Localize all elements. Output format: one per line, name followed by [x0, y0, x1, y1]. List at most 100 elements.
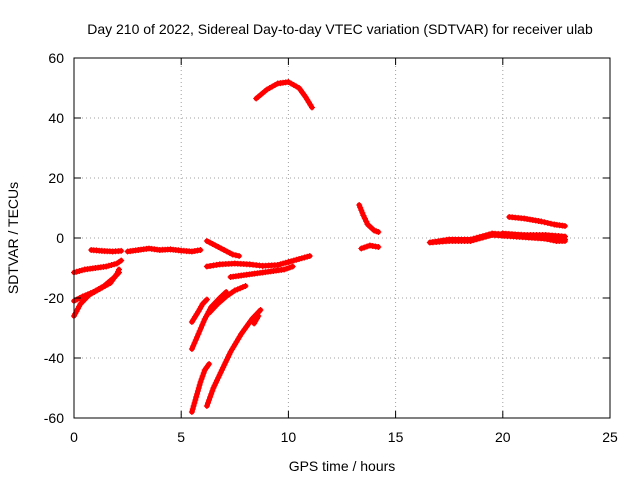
data-point-marker: [188, 346, 195, 352]
data-point-marker: [190, 343, 197, 349]
data-point-marker: [76, 268, 83, 274]
data-point-marker: [301, 254, 308, 261]
data-point-marker: [196, 382, 203, 388]
data-point-marker: [538, 218, 545, 225]
x-tick-label: 20: [495, 429, 511, 445]
data-point-marker: [194, 334, 201, 340]
data-point-marker: [200, 370, 207, 376]
data-point-marker: [79, 293, 86, 300]
data-point-marker: [205, 400, 211, 406]
data-point-marker: [199, 373, 206, 379]
data-point-marker: [207, 263, 214, 269]
data-point-marker: [479, 234, 486, 241]
data-point-marker: [236, 253, 243, 259]
data-point-marker: [231, 287, 238, 294]
data-point-marker: [221, 361, 228, 368]
series-arc-5: [124, 245, 204, 255]
data-point-marker: [544, 220, 551, 226]
data-point-marker: [356, 202, 363, 208]
data-point-marker: [257, 307, 264, 313]
data-point-marker: [237, 285, 244, 292]
data-point-marker: [361, 215, 368, 222]
y-tick-label: -40: [44, 350, 64, 366]
data-point-marker: [277, 261, 284, 268]
data-point-marker: [73, 268, 80, 275]
y-tick-label: 0: [56, 230, 64, 246]
data-point-marker: [199, 322, 206, 328]
data-point-marker: [197, 247, 204, 253]
data-point-marker: [82, 292, 89, 299]
data-point-marker: [486, 232, 492, 239]
data-point-marker: [358, 245, 365, 252]
data-point-marker: [192, 397, 199, 403]
data-point-marker: [251, 320, 258, 327]
data-point-marker: [470, 237, 477, 244]
data-point-marker: [87, 290, 94, 297]
x-tick-label: 10: [281, 429, 297, 445]
data-point-marker: [198, 376, 205, 382]
data-point-marker: [364, 243, 370, 250]
data-point-marker: [234, 286, 241, 293]
data-point-marker: [375, 244, 382, 250]
data-point-marker: [217, 369, 224, 376]
data-point-marker: [197, 325, 204, 331]
data-point-marker: [79, 267, 85, 274]
data-point-marker: [203, 296, 210, 303]
series-line: [251, 313, 261, 326]
series-arc-12: [188, 361, 213, 415]
data-point-marker: [197, 379, 204, 385]
data-point-marker: [195, 385, 202, 391]
data-series: [71, 79, 568, 415]
data-point-marker: [111, 261, 118, 268]
series-arc-6: [203, 238, 243, 259]
data-point-marker: [118, 257, 125, 264]
data-point-marker: [116, 269, 122, 276]
data-point-marker: [541, 219, 548, 226]
data-point-marker: [274, 262, 281, 268]
data-point-marker: [282, 259, 289, 266]
series-arc-20: [506, 214, 568, 229]
data-point-marker: [207, 394, 214, 400]
data-point-marker: [306, 253, 313, 259]
data-point-marker: [212, 379, 219, 386]
data-point-marker: [226, 351, 233, 358]
series-arc-13: [203, 307, 264, 409]
data-point-marker: [84, 291, 91, 298]
y-tick-label: 60: [48, 50, 64, 66]
data-point-marker: [476, 235, 483, 242]
data-point-marker: [210, 385, 217, 391]
plot-frame: [73, 57, 611, 419]
data-point-marker: [289, 263, 296, 270]
data-point-marker: [375, 229, 382, 235]
chart-title: Day 210 of 2022, Sidereal Day-to-day VTE…: [87, 21, 593, 37]
series-arc-8: [227, 263, 296, 280]
series-arc-15: [253, 79, 315, 111]
data-point-marker: [190, 403, 197, 409]
data-point-marker: [562, 233, 568, 240]
data-point-marker: [483, 233, 489, 240]
x-tick-label: 25: [602, 429, 618, 445]
y-tick-label: 20: [48, 170, 64, 186]
data-point-marker: [218, 367, 225, 373]
data-point-marker: [200, 319, 207, 325]
series-arc-16: [356, 202, 382, 235]
data-point-marker: [232, 252, 239, 259]
data-point-marker: [196, 328, 203, 334]
data-point-marker: [473, 236, 480, 243]
data-point-marker: [206, 361, 213, 367]
data-point-marker: [358, 207, 365, 214]
y-tick-label: -20: [44, 290, 64, 306]
data-point-marker: [223, 356, 230, 363]
data-point-marker: [209, 388, 216, 394]
data-point-marker: [357, 204, 364, 211]
data-point-marker: [239, 284, 246, 291]
data-point-marker: [214, 377, 220, 384]
data-point-marker: [188, 409, 195, 415]
series-arc-21: [499, 230, 568, 240]
data-point-marker: [288, 258, 295, 265]
data-point-marker: [194, 388, 201, 394]
data-point-marker: [203, 403, 210, 409]
data-point-marker: [280, 260, 286, 267]
series-arc-10: [188, 296, 210, 325]
